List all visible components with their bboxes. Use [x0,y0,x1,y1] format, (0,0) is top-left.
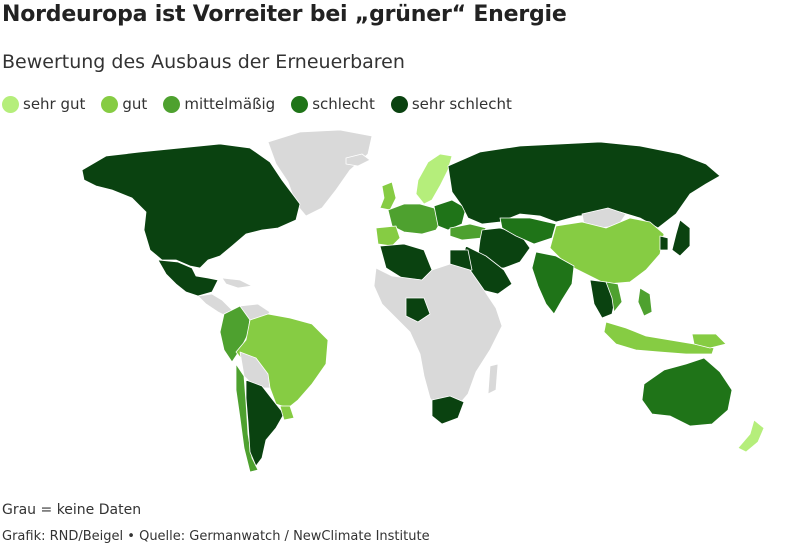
region-south-africa [431,395,465,425]
region-chile [235,363,259,473]
region-central-asia [499,217,557,245]
region-north-america [81,143,301,269]
region-east-europe [433,199,467,231]
region-new-zealand [737,419,765,453]
legend-swatch-sehr-gut [2,95,19,113]
region-philippines [637,287,653,317]
legend: sehr gut gut mittelmäßig schlecht sehr s… [2,95,528,113]
region-australia [641,357,733,427]
legend-label-gut: gut [122,95,148,113]
map-title: Nordeuropa ist Vorreiter bei „grüner“ En… [2,2,567,27]
legend-label-sehr-gut: sehr gut [23,95,86,113]
region-caribbean [221,277,253,289]
region-greenland [267,129,373,217]
legend-swatch-sehr-schlecht [390,95,408,113]
region-japan [671,219,691,257]
region-papua [691,333,727,349]
region-indonesia [603,321,715,355]
region-argentina [245,379,285,467]
region-uruguay [279,405,295,421]
no-data-note: Grau = keine Daten [2,502,142,518]
region-vietnam [605,281,623,313]
region-korea [659,235,669,251]
legend-label-mittelmaessig: mittelmäßig [184,95,276,113]
legend-label-sehr-schlecht: sehr schlecht [411,95,512,113]
legend-swatch-gut [101,95,119,113]
source-credit: Grafik: RND/Beigel • Quelle: Germanwatch… [2,529,430,544]
region-india [531,251,575,315]
legend-item-gut: gut [101,95,147,113]
region-madagascar [487,363,499,395]
region-iceland [345,153,371,167]
legend-item-sehr-schlecht: sehr schlecht [390,95,512,113]
region-mexico [157,259,219,297]
legend-label-schlecht: schlecht [312,95,375,113]
world-map [81,129,765,473]
map-subtitle: Bewertung des Ausbaus der Erneuerbaren [2,51,405,73]
region-uk [379,181,397,211]
region-scandinavia [415,153,453,205]
legend-item-sehr-gut: sehr gut [2,95,85,113]
region-nigeria [405,297,431,323]
region-iberia [375,225,401,247]
legend-swatch-mittelmaessig [163,95,181,113]
region-brazil [235,313,329,409]
legend-item-schlecht: schlecht [291,95,375,113]
legend-item-mittelmaessig: mittelmäßig [163,95,275,113]
legend-swatch-schlecht [291,95,309,113]
